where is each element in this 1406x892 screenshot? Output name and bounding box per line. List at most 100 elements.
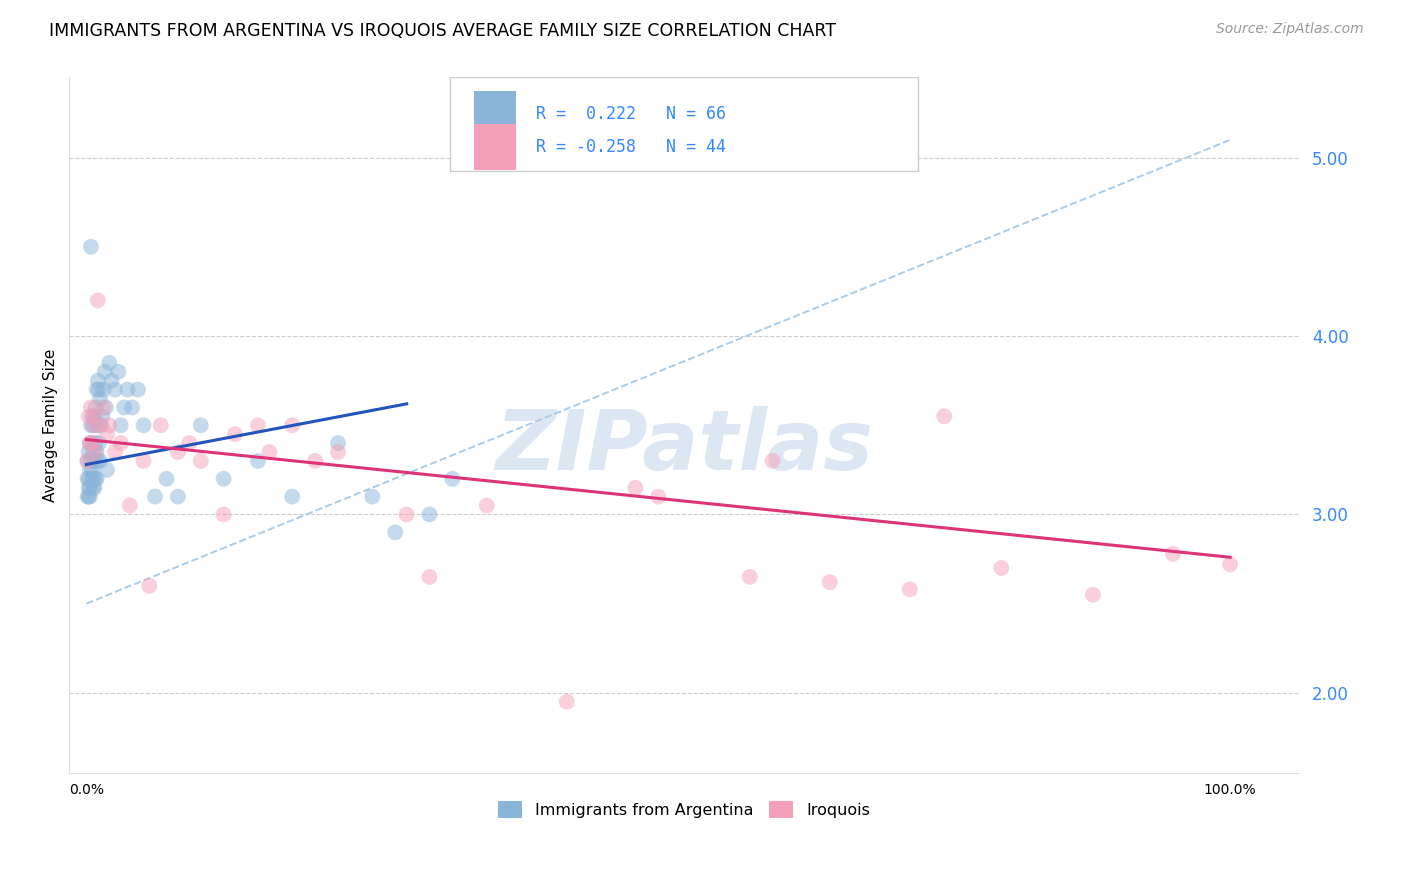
Point <box>77 445 100 459</box>
Point <box>76 490 98 504</box>
Point <box>87 293 110 308</box>
Point <box>91 409 114 424</box>
Point <box>96 427 118 442</box>
Point <box>82 463 104 477</box>
Point <box>246 418 269 433</box>
Point <box>762 454 785 468</box>
Point <box>167 490 190 504</box>
Point <box>98 356 121 370</box>
Point <box>1161 547 1184 561</box>
Point <box>93 401 115 415</box>
Y-axis label: Average Family Size: Average Family Size <box>44 349 58 502</box>
Point <box>179 436 201 450</box>
Point <box>990 561 1012 575</box>
Point <box>110 436 132 450</box>
Point <box>82 418 104 433</box>
Point <box>212 508 235 522</box>
Point <box>418 570 440 584</box>
Point <box>132 418 155 433</box>
Point <box>395 508 418 522</box>
Point <box>87 383 110 397</box>
Point <box>79 436 101 450</box>
Point <box>246 454 269 468</box>
Point <box>87 374 110 388</box>
Point <box>89 392 111 406</box>
Point <box>86 445 108 459</box>
Point <box>1219 558 1241 572</box>
Point <box>155 472 177 486</box>
Point <box>82 481 104 495</box>
Point <box>76 454 98 468</box>
Point <box>84 436 107 450</box>
Point <box>326 445 349 459</box>
Point <box>934 409 956 424</box>
Point <box>83 409 105 424</box>
Point <box>326 436 349 450</box>
Point <box>79 436 101 450</box>
Point <box>138 579 160 593</box>
Text: ZIPatlas: ZIPatlas <box>495 406 873 487</box>
Point <box>98 418 121 433</box>
Point <box>89 454 111 468</box>
Legend: Immigrants from Argentina, Iroquois: Immigrants from Argentina, Iroquois <box>492 795 876 824</box>
Point <box>93 365 115 379</box>
Point <box>87 418 110 433</box>
Point <box>112 401 135 415</box>
Point <box>190 454 212 468</box>
Point <box>76 472 98 486</box>
Point <box>83 454 105 468</box>
Point <box>107 365 129 379</box>
Point <box>82 409 104 424</box>
Point <box>80 454 103 468</box>
Text: R =  0.222   N = 66: R = 0.222 N = 66 <box>537 105 727 123</box>
Point <box>87 454 110 468</box>
Point <box>80 401 103 415</box>
Point <box>1081 588 1104 602</box>
Point <box>94 401 117 415</box>
Point <box>76 454 98 468</box>
Point <box>475 499 498 513</box>
FancyBboxPatch shape <box>474 91 516 137</box>
Point <box>82 472 104 486</box>
Point <box>77 481 100 495</box>
Point <box>117 383 139 397</box>
Point <box>441 472 464 486</box>
Point <box>100 374 122 388</box>
Point <box>361 490 384 504</box>
Point <box>143 490 166 504</box>
Point <box>127 383 149 397</box>
Point <box>281 418 304 433</box>
Text: Source: ZipAtlas.com: Source: ZipAtlas.com <box>1216 22 1364 37</box>
Point <box>83 409 105 424</box>
Point <box>224 427 246 442</box>
Point <box>647 490 669 504</box>
Point <box>110 418 132 433</box>
Point <box>118 499 141 513</box>
Point <box>77 490 100 504</box>
Point <box>818 575 841 590</box>
Point <box>79 490 101 504</box>
Point <box>87 436 110 450</box>
Point <box>77 409 100 424</box>
Point <box>898 582 921 597</box>
Point <box>259 445 281 459</box>
Text: R = -0.258   N = 44: R = -0.258 N = 44 <box>537 138 727 156</box>
Point <box>84 401 107 415</box>
Point <box>104 383 127 397</box>
Point <box>80 418 103 433</box>
FancyBboxPatch shape <box>450 78 918 171</box>
Point <box>84 472 107 486</box>
Point <box>93 383 115 397</box>
Point <box>304 454 326 468</box>
Point <box>149 418 172 433</box>
Text: IMMIGRANTS FROM ARGENTINA VS IROQUOIS AVERAGE FAMILY SIZE CORRELATION CHART: IMMIGRANTS FROM ARGENTINA VS IROQUOIS AV… <box>49 22 837 40</box>
Point <box>77 472 100 486</box>
Point <box>82 472 104 486</box>
Point <box>555 695 578 709</box>
FancyBboxPatch shape <box>474 124 516 170</box>
Point <box>738 570 761 584</box>
Point <box>190 418 212 433</box>
Point <box>86 472 108 486</box>
Point <box>84 445 107 459</box>
Point <box>90 418 112 433</box>
